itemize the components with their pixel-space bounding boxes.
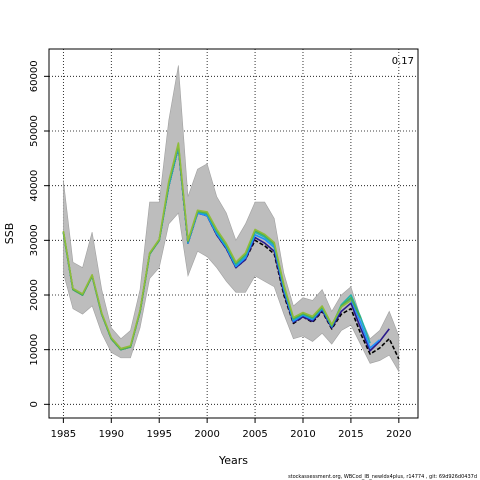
- x-tick-label: 2015: [338, 429, 363, 440]
- y-tick-label: 0: [29, 401, 40, 407]
- x-axis-title: Years: [218, 454, 248, 467]
- y-axis: 0 10000 20000 30000 40000 50000 60000: [29, 60, 49, 408]
- x-tick-label: 2020: [386, 429, 411, 440]
- plot-frame: [48, 48, 419, 419]
- confidence-band-layer: [63, 65, 400, 373]
- corner-value-label: 0.17: [392, 56, 414, 67]
- y-tick-label: 40000: [29, 170, 40, 202]
- y-tick-label: 20000: [29, 279, 40, 311]
- footnote: stockassessment.org, WBCod_IB_newldx4plu…: [288, 474, 477, 480]
- x-tick-label: 1985: [51, 429, 76, 440]
- confidence-band: [63, 65, 400, 373]
- x-tick-label: 1990: [99, 429, 124, 440]
- x-tick-label: 2000: [194, 429, 219, 440]
- y-tick-label: 30000: [29, 224, 40, 256]
- y-tick-label: 10000: [29, 334, 40, 366]
- y-tick-label: 60000: [29, 60, 40, 92]
- x-axis: 1985 1990 1995 2000 2005 2010 2015 2020: [51, 418, 412, 440]
- x-tick-label: 2010: [290, 429, 315, 440]
- x-tick-label: 2005: [242, 429, 267, 440]
- series-line-6: [62, 142, 352, 350]
- series-layer: [62, 142, 400, 360]
- x-tick-label: 1995: [146, 429, 171, 440]
- y-axis-title: SSB: [3, 223, 16, 245]
- y-tick-label: 50000: [29, 115, 40, 147]
